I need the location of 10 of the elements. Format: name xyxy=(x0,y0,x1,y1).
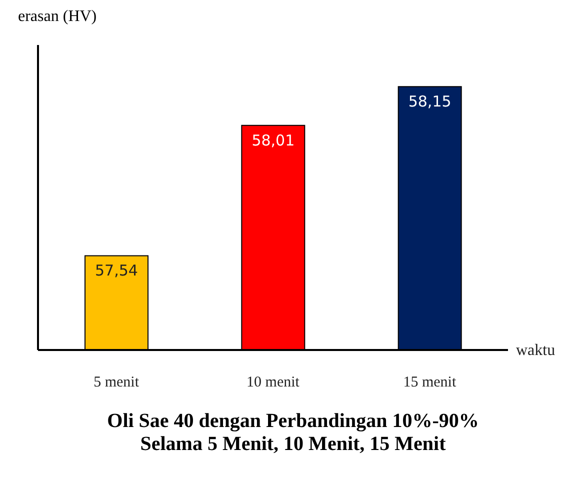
data-label: 58,15 xyxy=(408,92,452,111)
x-tick-label: 10 menit xyxy=(246,374,300,391)
x-tick-label: 5 menit xyxy=(94,374,140,391)
text: Oli Sae 40 dengan Perbandingan 10%-90% xyxy=(106,410,480,433)
x-axis-title: waktu xyxy=(516,342,556,359)
data-label: 58,01 xyxy=(252,131,295,150)
y-axis-title: erasan (HV) xyxy=(18,8,98,27)
text: Selama 5 Menit, 10 Menit, 15 Menit xyxy=(139,433,447,456)
data-label: 57,54 xyxy=(95,262,138,280)
x-tick-label: 15 menit xyxy=(403,374,457,391)
